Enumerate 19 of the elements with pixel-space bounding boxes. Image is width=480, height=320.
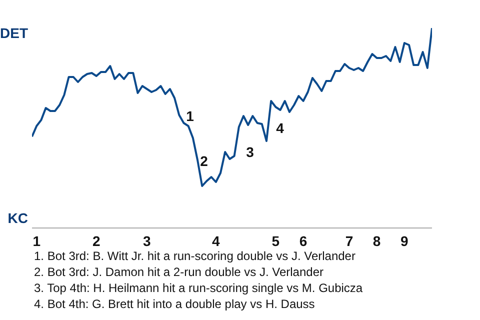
x-tick-label: 5: [272, 232, 280, 249]
x-tick-label: 1: [32, 232, 41, 249]
x-tick-label: 2: [92, 232, 100, 249]
text: KC: [8, 210, 28, 226]
annotation: 2: [200, 153, 208, 169]
x-tick-label: 7: [345, 232, 354, 249]
annotation: 4: [276, 120, 284, 136]
text: 1. Bot 3rd: B. Witt Jr. hit a run-scoring double vs J. Verlander: [34, 248, 356, 264]
text: 2. Bot 3rd: J. Damon hit a 2-run double vs J. Verlander: [34, 264, 324, 280]
annotation: 3: [246, 144, 254, 160]
text: 4. Bot 4th: G. Brett hit into a double play vs H. Dauss: [34, 296, 316, 312]
x-tick-label: 3: [143, 232, 152, 249]
x-tick-label: 6: [299, 232, 308, 249]
annotation: 1: [186, 108, 194, 124]
text: 3. Top 4th: H. Heilmann hit a run-scoring single vs M. Gubicza: [34, 280, 364, 296]
x-tick-label: 4: [212, 232, 220, 249]
text: DET: [0, 25, 28, 41]
x-tick-label: 9: [400, 232, 409, 249]
x-tick-label: 8: [372, 232, 381, 249]
